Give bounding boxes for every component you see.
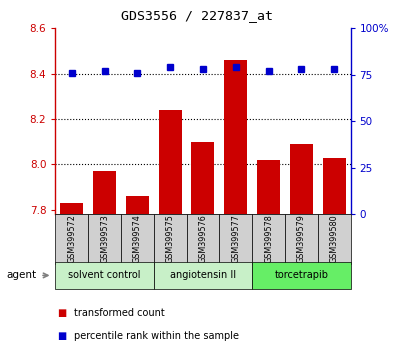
Text: GSM399579: GSM399579 [296, 215, 305, 263]
Bar [191, 142, 214, 214]
Bar [284, 214, 317, 264]
Bar [88, 214, 121, 264]
Text: GSM399578: GSM399578 [263, 215, 272, 263]
Text: solvent control: solvent control [68, 270, 140, 280]
Bar [153, 214, 186, 264]
Bar [186, 214, 219, 264]
Bar [256, 160, 279, 214]
Bar [219, 214, 252, 264]
Text: GSM399575: GSM399575 [165, 215, 174, 263]
Text: agent: agent [6, 270, 36, 280]
Bar [317, 214, 350, 264]
Text: GSM399577: GSM399577 [231, 215, 240, 263]
Text: GSM399576: GSM399576 [198, 215, 207, 263]
Text: GSM399573: GSM399573 [100, 215, 109, 263]
Text: angiotensin II: angiotensin II [169, 270, 236, 280]
Text: percentile rank within the sample: percentile rank within the sample [74, 331, 238, 341]
Bar [289, 144, 312, 214]
Bar [158, 110, 181, 214]
Bar [55, 262, 153, 289]
Text: ■: ■ [57, 308, 67, 318]
Bar [121, 214, 153, 264]
Bar [322, 158, 345, 214]
Text: GSM399572: GSM399572 [67, 215, 76, 263]
Bar [126, 196, 148, 214]
Text: GSM399574: GSM399574 [133, 215, 142, 263]
Bar [93, 171, 116, 214]
Bar [224, 60, 247, 214]
Bar [252, 262, 350, 289]
Text: torcetrapib: torcetrapib [274, 270, 328, 280]
Text: ■: ■ [57, 331, 67, 341]
Bar [55, 214, 88, 264]
Text: transformed count: transformed count [74, 308, 164, 318]
Text: GSM399580: GSM399580 [329, 215, 338, 263]
Bar [153, 262, 252, 289]
Text: GDS3556 / 227837_at: GDS3556 / 227837_at [121, 9, 272, 22]
Bar [252, 214, 284, 264]
Bar [60, 203, 83, 214]
